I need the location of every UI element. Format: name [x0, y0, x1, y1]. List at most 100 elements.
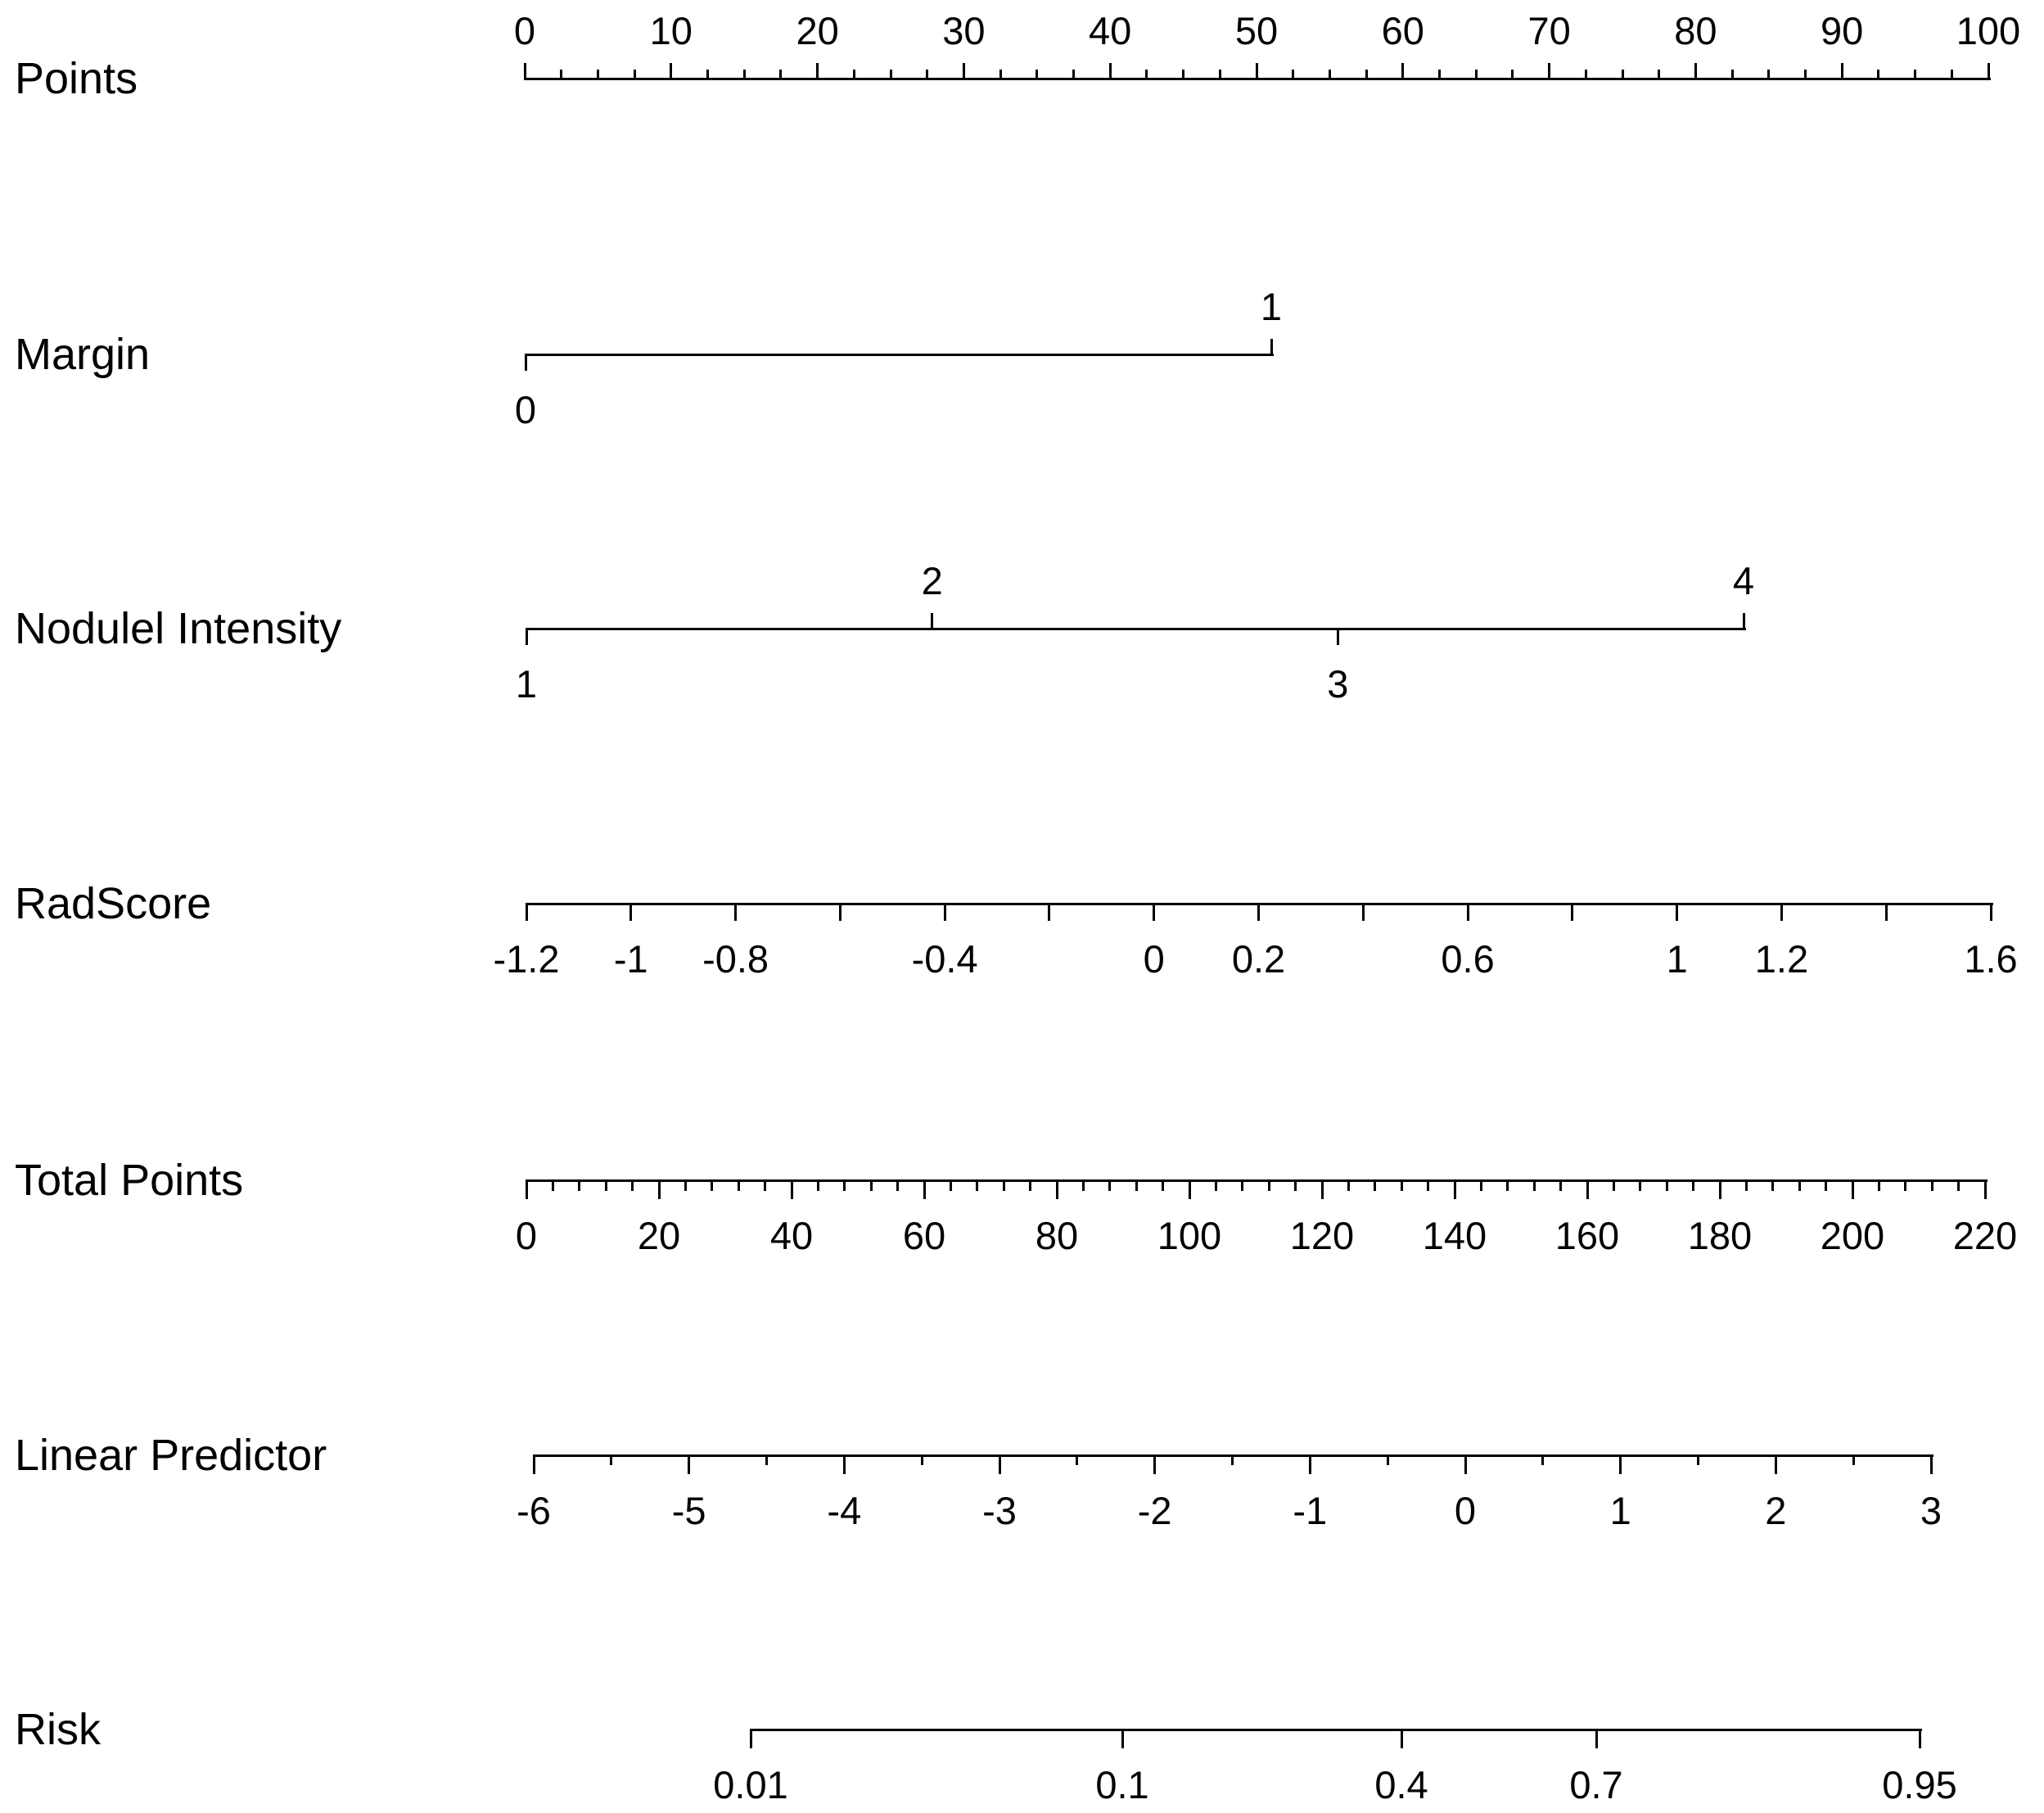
tick-label-points: 80 [1674, 9, 1717, 52]
axis-tick-risk [1595, 1729, 1598, 1748]
tick-label-nodule-intensity: 3 [1327, 662, 1349, 706]
axis-title-radscore: RadScore [15, 879, 212, 928]
axis-tick-linear-predictor [1386, 1454, 1389, 1465]
axis-tick-margin [1270, 339, 1273, 356]
axis-tick-radscore [1257, 903, 1260, 921]
axis-tick-nodule-intensity [1742, 613, 1745, 630]
axis-tick-linear-predictor [1464, 1454, 1467, 1474]
tick-label-radscore: -1 [613, 937, 648, 981]
tick-label-points: 90 [1821, 9, 1864, 52]
axis-tick-points [633, 70, 636, 80]
tick-label-risk: 0.7 [1569, 1763, 1623, 1806]
axis-tick-total-points [1347, 1179, 1350, 1191]
axis-tick-points [889, 70, 892, 80]
axis-tick-total-points [684, 1179, 687, 1191]
tick-label-radscore: 1.6 [1964, 937, 2018, 981]
axis-tick-radscore [1780, 903, 1783, 921]
axis-tick-nodule-intensity [931, 613, 934, 630]
tick-label-points: 30 [942, 9, 986, 52]
axis-tick-points [1658, 70, 1661, 80]
tick-label-radscore: 0 [1143, 937, 1165, 981]
tick-label-risk: 0.4 [1374, 1763, 1428, 1806]
axis-tick-points [523, 63, 526, 80]
axis-tick-total-points [1029, 1179, 1032, 1191]
axis-tick-points [1182, 70, 1185, 80]
axis-tick-total-points [1957, 1179, 1961, 1191]
axis-tick-radscore [1571, 903, 1574, 921]
axis-tick-linear-predictor [610, 1454, 613, 1465]
axis-title-nodule-intensity: Nodulel Intensity [15, 604, 342, 653]
axis-tick-total-points [1983, 1179, 1987, 1199]
tick-label-total-points: 160 [1554, 1214, 1620, 1257]
tick-label-radscore: 1.2 [1754, 937, 1809, 981]
axis-tick-total-points [1241, 1179, 1244, 1191]
axis-line-margin [526, 354, 1274, 356]
axis-tick-total-points [1930, 1179, 1933, 1191]
axis-tick-radscore [1466, 903, 1469, 921]
axis-tick-total-points [604, 1179, 607, 1191]
tick-label-linear-predictor: -3 [982, 1489, 1017, 1532]
axis-tick-linear-predictor [1541, 1454, 1545, 1465]
axis-tick-points [1548, 63, 1551, 80]
tick-label-total-points: 100 [1157, 1214, 1222, 1257]
axis-tick-points [706, 70, 709, 80]
tick-label-radscore: -1.2 [493, 937, 560, 981]
tick-label-total-points: 220 [1952, 1214, 2018, 1257]
axis-tick-total-points [1532, 1179, 1536, 1191]
tick-label-points: 10 [649, 9, 693, 52]
axis-tick-linear-predictor [1774, 1454, 1777, 1474]
tick-label-radscore: 1 [1666, 937, 1688, 981]
axis-tick-total-points [1188, 1179, 1191, 1199]
axis-tick-radscore [1361, 903, 1365, 921]
axis-line-radscore [526, 903, 1993, 905]
axis-tick-risk [1918, 1729, 1921, 1748]
tick-label-total-points: 20 [637, 1214, 681, 1257]
axis-tick-radscore [1048, 903, 1051, 921]
axis-tick-points [560, 70, 563, 80]
axis-tick-total-points [1294, 1179, 1297, 1191]
tick-label-total-points: 120 [1289, 1214, 1355, 1257]
axis-tick-total-points [869, 1179, 873, 1191]
tick-label-radscore: 0.6 [1441, 937, 1495, 981]
axis-tick-nodule-intensity [1336, 628, 1339, 645]
tick-label-linear-predictor: 2 [1765, 1489, 1787, 1532]
tick-label-linear-predictor: 0 [1454, 1489, 1477, 1532]
axis-tick-linear-predictor [920, 1454, 923, 1465]
tick-label-linear-predictor: -4 [827, 1489, 862, 1532]
tick-label-total-points: 0 [515, 1214, 538, 1257]
tick-label-total-points: 200 [1820, 1214, 1885, 1257]
tick-label-linear-predictor: 1 [1609, 1489, 1631, 1532]
axis-tick-linear-predictor [1231, 1454, 1234, 1465]
tick-label-linear-predictor: -5 [671, 1489, 706, 1532]
tick-label-radscore: -0.8 [702, 937, 769, 981]
axis-tick-linear-predictor [1308, 1454, 1311, 1474]
tick-label-points: 70 [1527, 9, 1571, 52]
axis-tick-total-points [949, 1179, 952, 1191]
axis-tick-linear-predictor [532, 1454, 535, 1474]
axis-tick-total-points [1851, 1179, 1854, 1199]
tick-label-points: 40 [1089, 9, 1132, 52]
axis-tick-total-points [1877, 1179, 1880, 1191]
axis-tick-points [779, 70, 783, 80]
tick-label-margin: 1 [1260, 285, 1283, 328]
axis-tick-points [1621, 70, 1624, 80]
axis-tick-total-points [1135, 1179, 1138, 1191]
axis-tick-points [1401, 63, 1405, 80]
axis-tick-points [1877, 70, 1880, 80]
tick-label-radscore: -0.4 [911, 937, 978, 981]
tick-label-total-points: 80 [1035, 1214, 1079, 1257]
axis-tick-total-points [1108, 1179, 1112, 1191]
axis-tick-total-points [657, 1179, 661, 1199]
axis-tick-linear-predictor [765, 1454, 768, 1465]
axis-tick-linear-predictor [1619, 1454, 1622, 1474]
axis-tick-points [816, 63, 819, 80]
axis-tick-radscore [734, 903, 738, 921]
axis-tick-points [1036, 70, 1039, 80]
axis-tick-points [1767, 70, 1771, 80]
axis-line-nodule-intensity [526, 628, 1746, 630]
axis-tick-total-points [1771, 1179, 1775, 1191]
axis-tick-points [1840, 63, 1843, 80]
axis-tick-total-points [1055, 1179, 1058, 1199]
axis-tick-total-points [790, 1179, 793, 1199]
